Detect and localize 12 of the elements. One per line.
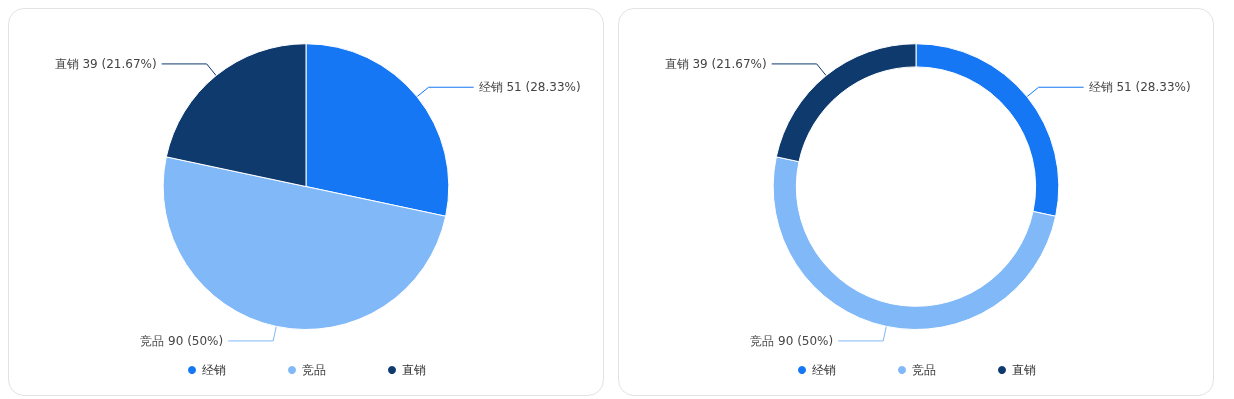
- data-label: 直销 39 (21.67%): [664, 56, 767, 71]
- legend-label: 直销: [402, 363, 426, 377]
- data-label: 经销 51 (28.33%): [478, 80, 581, 95]
- legend-label: 经销: [812, 363, 836, 377]
- data-label: 直销 39 (21.67%): [54, 56, 157, 71]
- legend-label: 经销: [202, 363, 226, 377]
- legend-label: 竞品: [912, 363, 936, 377]
- legend-label: 竞品: [302, 363, 326, 377]
- data-label: 竞品 90 (50%): [140, 333, 224, 348]
- legend-label: 直销: [1012, 363, 1036, 377]
- data-label: 经销 51 (28.33%): [1088, 80, 1191, 95]
- data-label: 竞品 90 (50%): [750, 333, 834, 348]
